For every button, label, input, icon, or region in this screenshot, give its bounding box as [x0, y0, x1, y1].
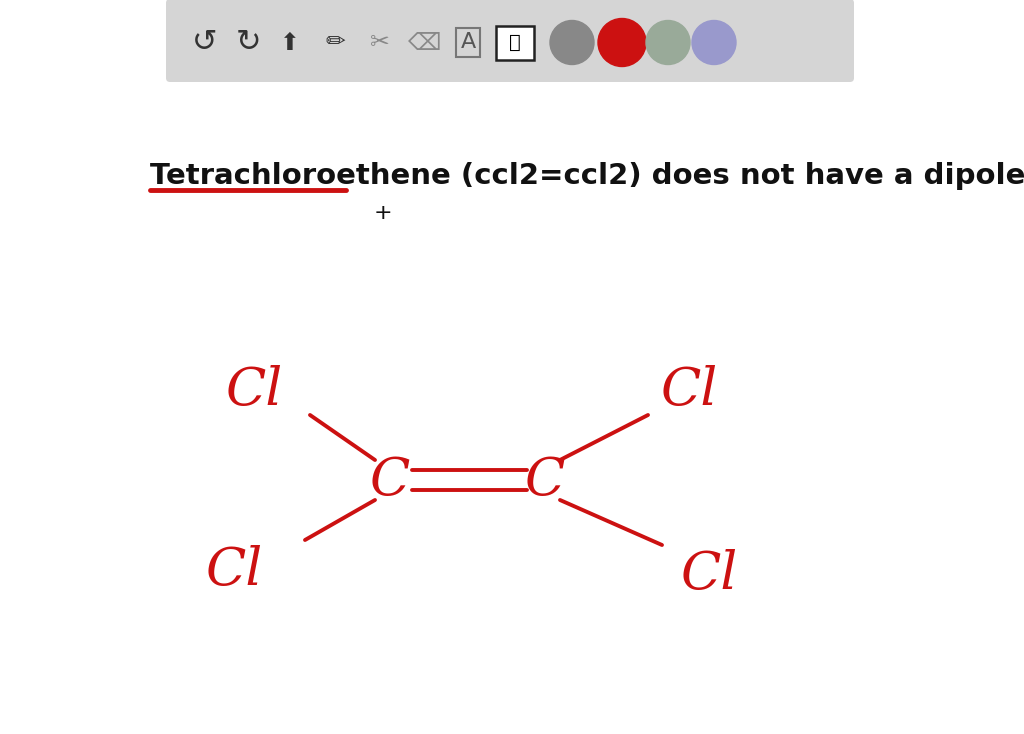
- Text: A: A: [461, 32, 475, 53]
- Text: ↺: ↺: [193, 28, 218, 57]
- Circle shape: [646, 21, 690, 65]
- Text: C: C: [525, 454, 565, 506]
- FancyBboxPatch shape: [166, 0, 854, 82]
- Text: C: C: [370, 454, 411, 506]
- Circle shape: [692, 21, 736, 65]
- Text: ✏: ✏: [326, 31, 345, 54]
- Text: ⬆: ⬆: [281, 31, 300, 54]
- Text: Cl: Cl: [662, 365, 719, 415]
- Text: ↻: ↻: [236, 28, 261, 57]
- Text: Tetrachloroethene (ccl2=ccl2) does not have a dipole moment: Tetrachloroethene (ccl2=ccl2) does not h…: [150, 162, 1024, 190]
- Text: +: +: [374, 203, 392, 223]
- Circle shape: [550, 21, 594, 65]
- Text: ✂: ✂: [370, 31, 390, 54]
- Text: Cl: Cl: [226, 365, 284, 415]
- Circle shape: [598, 18, 646, 67]
- Text: 🖼: 🖼: [509, 33, 521, 52]
- Text: ⌫: ⌫: [409, 31, 441, 54]
- Text: Cl: Cl: [681, 550, 738, 600]
- FancyBboxPatch shape: [496, 26, 534, 59]
- Text: Cl: Cl: [207, 545, 263, 595]
